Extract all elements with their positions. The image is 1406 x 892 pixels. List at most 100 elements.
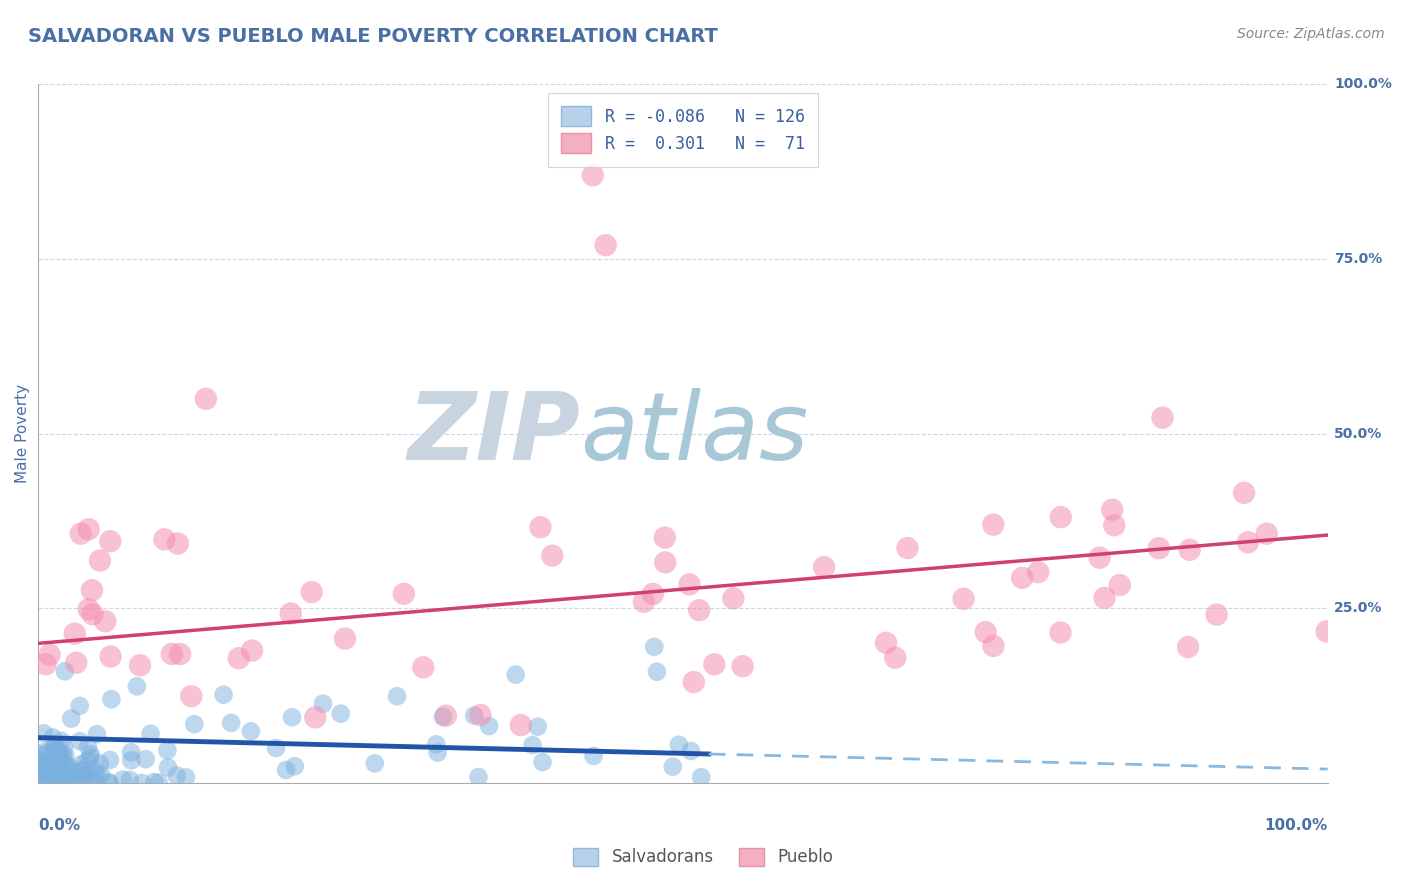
Point [156, 743, 179, 757]
Point [974, 625, 997, 640]
Point [48, 773, 70, 788]
Point [77, 739, 100, 754]
Point [30, 766, 52, 780]
Point [69, 526, 91, 541]
Point [678, 577, 700, 591]
Point [49, 775, 72, 789]
Point [690, 770, 713, 784]
Point [52, 771, 75, 785]
Point [434, 708, 457, 723]
Point [120, 753, 142, 767]
Point [100, 692, 122, 706]
Point [412, 660, 434, 674]
Point [63, 626, 86, 640]
Point [329, 706, 352, 721]
Point [44, 739, 66, 754]
Point [56, 774, 79, 789]
Point [77, 522, 100, 536]
Point [41, 766, 63, 780]
Point [32, 726, 55, 740]
Point [1205, 607, 1227, 622]
Point [582, 749, 605, 764]
Legend: Salvadorans, Pueblo: Salvadorans, Pueblo [565, 839, 841, 875]
Point [174, 771, 197, 785]
Point [240, 643, 263, 657]
Point [30, 754, 52, 768]
Point [284, 759, 307, 773]
Point [1026, 565, 1049, 579]
Point [41, 760, 63, 774]
Point [432, 710, 454, 724]
Point [385, 690, 408, 704]
Point [703, 657, 725, 672]
Point [89, 756, 111, 771]
Point [595, 238, 617, 252]
Point [333, 632, 356, 646]
Point [48, 747, 70, 762]
Text: 100.0%: 100.0% [1334, 78, 1392, 92]
Text: 50.0%: 50.0% [1334, 426, 1382, 441]
Point [69, 698, 91, 713]
Point [31, 776, 53, 790]
Point [63, 765, 86, 780]
Point [42, 775, 65, 789]
Text: Source: ZipAtlas.com: Source: ZipAtlas.com [1237, 27, 1385, 41]
Text: 100.0%: 100.0% [1264, 818, 1327, 833]
Point [69, 734, 91, 748]
Text: ZIP: ZIP [406, 388, 579, 480]
Point [884, 650, 907, 665]
Point [1152, 410, 1174, 425]
Point [478, 719, 501, 733]
Legend: R = -0.086   N = 126, R =  0.301   N =  71: R = -0.086 N = 126, R = 0.301 N = 71 [548, 93, 818, 167]
Point [82, 607, 104, 622]
Point [48, 762, 70, 776]
Point [76, 754, 98, 768]
Point [84, 775, 107, 789]
Point [505, 667, 527, 681]
Point [42, 748, 65, 763]
Point [239, 724, 262, 739]
Point [467, 770, 489, 784]
Point [426, 746, 449, 760]
Point [156, 760, 179, 774]
Point [312, 697, 335, 711]
Point [509, 718, 531, 732]
Point [160, 647, 183, 661]
Point [166, 768, 188, 782]
Point [98, 534, 121, 549]
Point [952, 591, 974, 606]
Point [70, 757, 93, 772]
Point [80, 772, 103, 786]
Point [125, 680, 148, 694]
Point [166, 536, 188, 550]
Point [304, 710, 326, 724]
Point [66, 775, 89, 789]
Point [529, 520, 551, 534]
Point [1178, 542, 1201, 557]
Y-axis label: Male Poverty: Male Poverty [15, 384, 30, 483]
Point [981, 517, 1004, 532]
Point [1104, 518, 1126, 533]
Point [1094, 591, 1116, 605]
Point [80, 750, 103, 764]
Point [56, 773, 79, 788]
Point [668, 738, 690, 752]
Point [531, 755, 554, 769]
Point [1147, 541, 1170, 556]
Point [212, 688, 235, 702]
Point [194, 392, 217, 406]
Point [731, 659, 754, 673]
Point [633, 595, 655, 609]
Point [56, 775, 79, 789]
Point [51, 751, 73, 765]
Point [51, 772, 73, 787]
Point [135, 752, 157, 766]
Point [111, 772, 134, 787]
Text: 0.0%: 0.0% [38, 818, 80, 833]
Point [264, 741, 287, 756]
Point [45, 747, 67, 761]
Point [1088, 550, 1111, 565]
Point [39, 773, 62, 788]
Point [53, 740, 76, 755]
Point [75, 768, 97, 782]
